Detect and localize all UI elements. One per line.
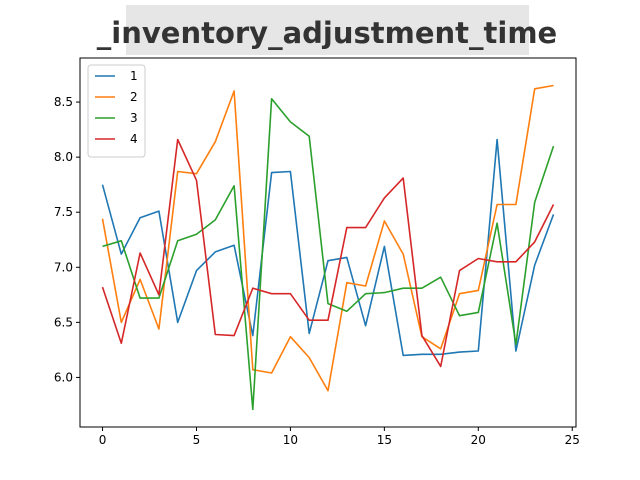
legend-label: 4 [130, 132, 138, 146]
x-tick-label: 20 [471, 433, 486, 447]
y-tick-label: 7.5 [54, 205, 73, 219]
x-tick-label: 25 [565, 433, 580, 447]
series-line-4 [101, 138, 555, 368]
axis-ticks: 0 5 10 15 20 25 6.0 6.5 7.0 7.5 8.0 8.5 [54, 95, 580, 447]
chart-title: _inventory_adjustment_time [97, 16, 557, 50]
y-tick-label: 6.5 [54, 315, 73, 329]
y-tick-label: 6.0 [54, 370, 73, 384]
chart-title-background [126, 5, 529, 55]
plot-frame [79, 57, 577, 428]
legend-label: 3 [130, 111, 138, 125]
y-tick-label: 8.0 [54, 150, 73, 164]
series-line-1 [101, 138, 555, 357]
series-line-2 [101, 84, 554, 392]
legend: 1 2 3 4 [87, 64, 146, 158]
legend-box [87, 64, 146, 158]
y-tick-label: 7.0 [54, 260, 73, 274]
x-tick-label: 10 [283, 433, 298, 447]
series-lines [101, 84, 555, 411]
series-line-3 [102, 98, 555, 411]
y-tick-label: 8.5 [54, 95, 73, 109]
legend-label: 1 [130, 69, 138, 83]
x-tick-label: 5 [193, 433, 201, 447]
x-tick-label: 0 [99, 433, 107, 447]
legend-label: 2 [130, 90, 138, 104]
x-tick-label: 15 [377, 433, 392, 447]
